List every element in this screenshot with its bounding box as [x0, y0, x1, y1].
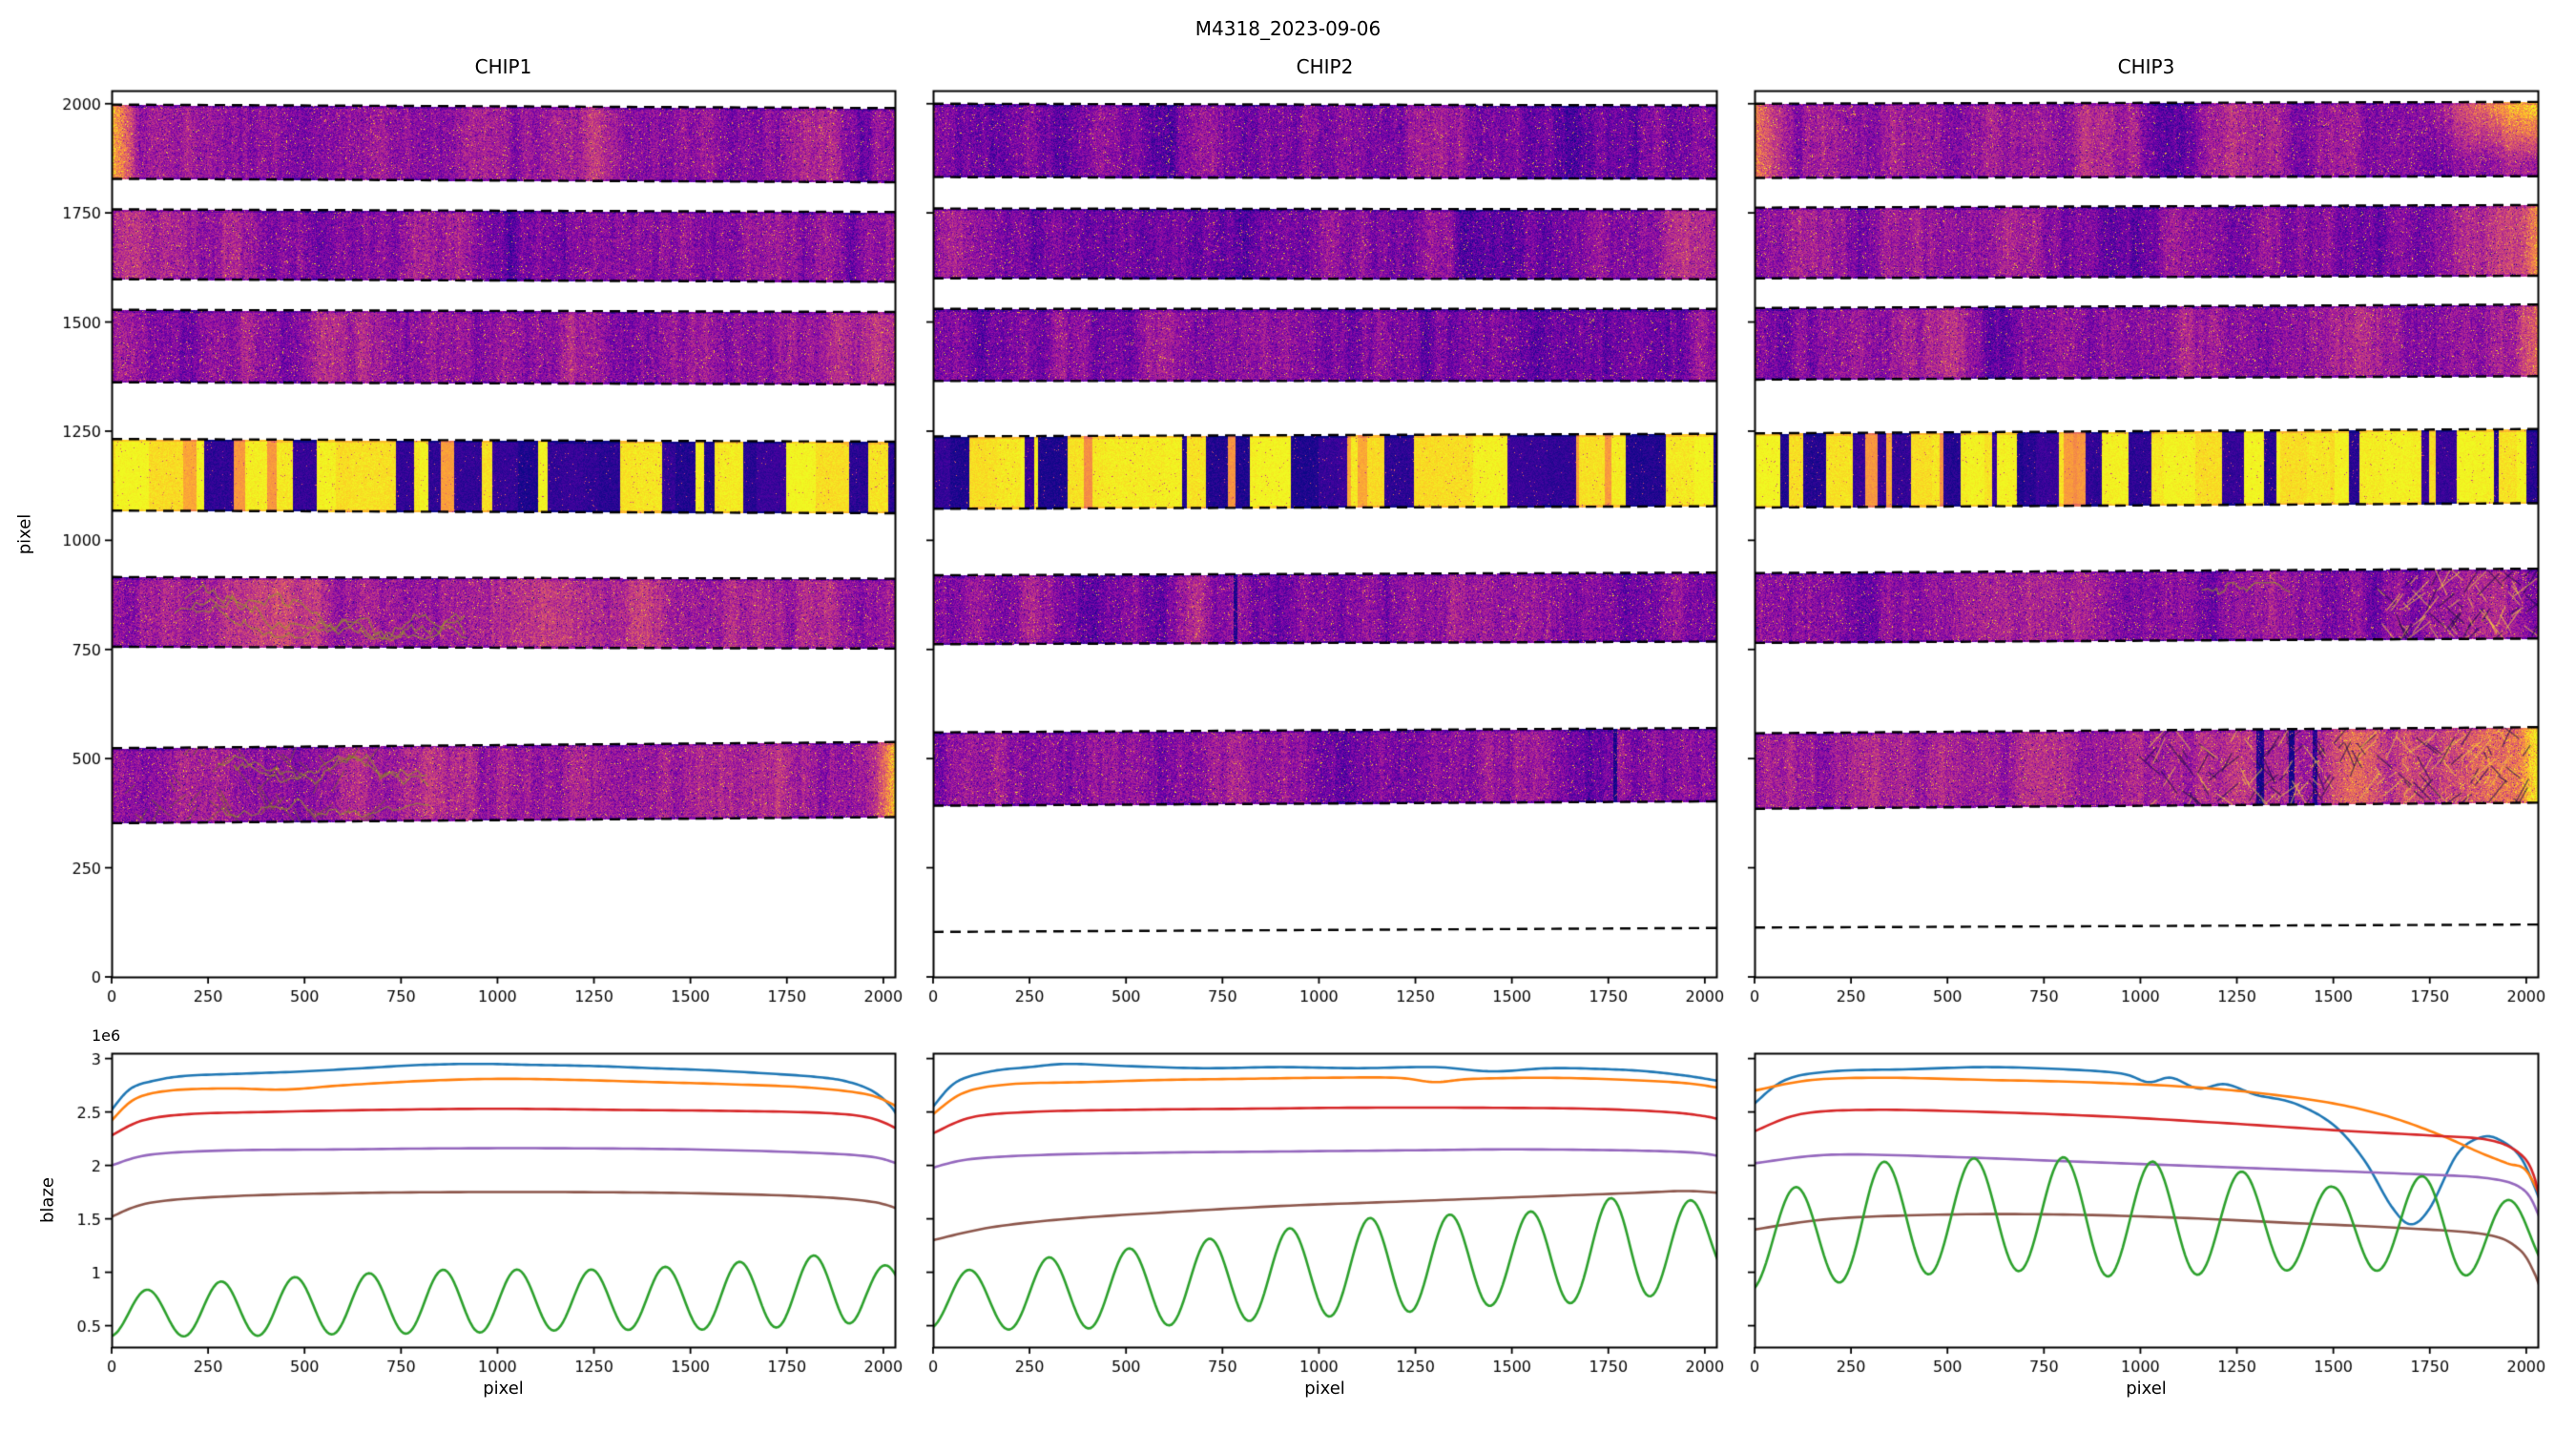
xlabel-pixel-3: pixel	[2126, 1379, 2167, 1399]
blaze-ylabel: blaze	[37, 1177, 58, 1223]
xlabel-pixel-1: pixel	[483, 1379, 524, 1399]
panel-title-chip1: CHIP1	[474, 55, 532, 78]
figure-title: M4318_2023-09-06	[1195, 17, 1381, 40]
xlabel-pixel-2: pixel	[1304, 1379, 1345, 1399]
top-ylabel-pixel: pixel	[14, 513, 35, 555]
panel-title-chip3: CHIP3	[2117, 55, 2175, 78]
panel-title-chip2: CHIP2	[1296, 55, 1354, 78]
offset-text-1e6: 1e6	[92, 1027, 121, 1045]
